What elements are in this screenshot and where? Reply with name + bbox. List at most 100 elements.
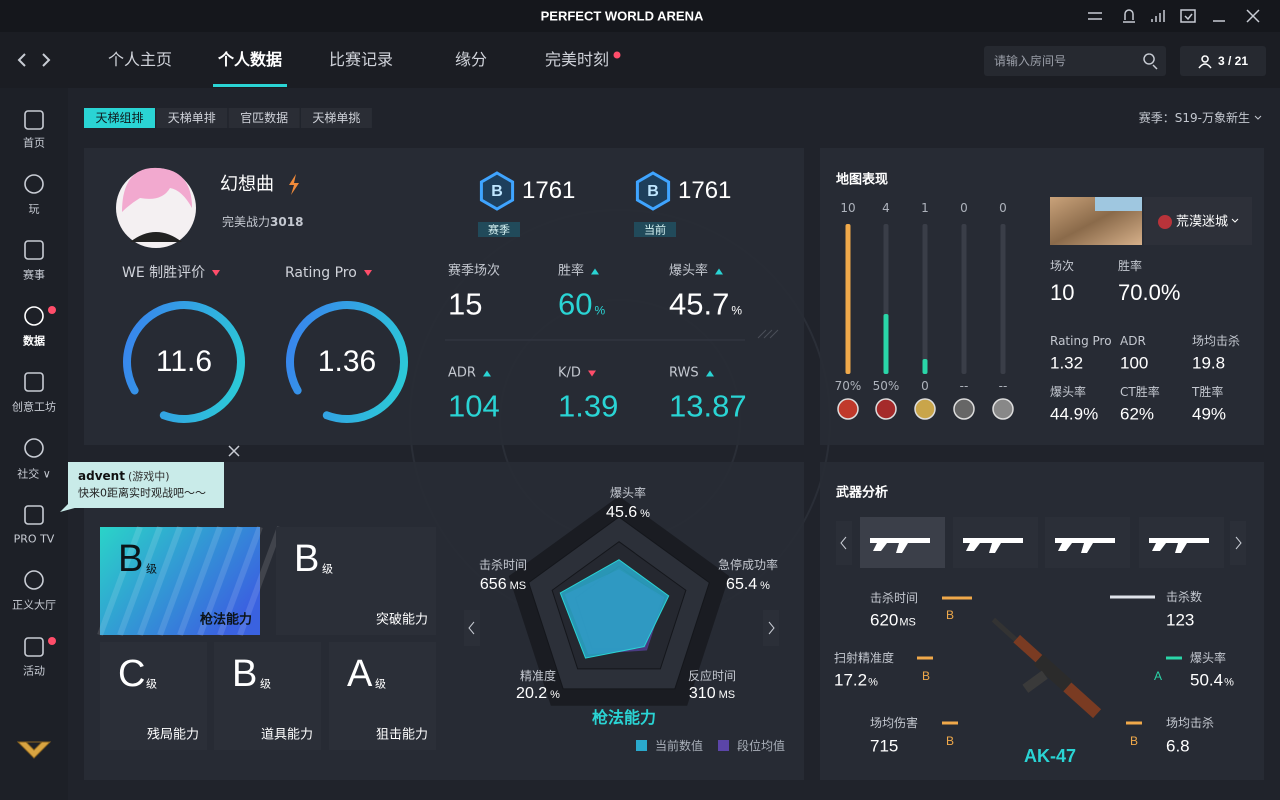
rank-label-box: 当前 <box>644 225 666 236</box>
nav-tab-box[interactable]: 个人主页 <box>108 52 172 68</box>
rank-score-box: 1761 <box>522 179 575 203</box>
rank-tier: B <box>647 183 659 200</box>
nav-tab[interactable]: 个人数据 <box>217 50 283 69</box>
weapon-stat-label: 扫射精准度 <box>834 651 895 665</box>
radar-label: 反应时间 <box>687 669 737 683</box>
map-stat-label-box: 爆头率 <box>1050 386 1086 398</box>
radar-value-num: 20.2 <box>516 685 548 702</box>
weapon-name-box: AK-47 <box>1024 747 1076 765</box>
card-stripe <box>157 525 203 637</box>
stat-unit: % <box>594 303 606 318</box>
window-icon <box>1123 9 1135 23</box>
radar-label-box: 反应时间 <box>688 670 736 682</box>
sidebar-label[interactable]: 活动 <box>23 664 45 678</box>
sidebar-label-box[interactable]: 社交 ∨ <box>17 469 51 480</box>
toast-message-box: 快来0距离实时观战吧～～ <box>78 488 206 499</box>
map-stat-label: 场均击杀 <box>1192 334 1241 348</box>
win-rate-box: 50% <box>873 380 900 392</box>
bolt-icon <box>289 174 299 195</box>
stat-bar <box>942 596 972 600</box>
radar-value-num: 65.4 <box>726 576 758 593</box>
map-stat-value: 62% <box>1120 404 1155 424</box>
ability-suffix: 级 <box>260 677 271 691</box>
trend-down <box>587 370 596 376</box>
team-icon <box>992 398 1014 420</box>
radar-label: 精准度 <box>519 669 557 683</box>
nav-tab-box[interactable]: 比赛记录 <box>329 52 393 68</box>
sidebar-label-box[interactable]: 首页 <box>23 138 45 149</box>
sidebar-label[interactable]: 正义大厅 <box>12 598 56 612</box>
win-rate-box: -- <box>999 380 1008 392</box>
sidebar-label-box[interactable]: 赛事 <box>23 270 45 281</box>
map-stat-label-box: 场次 <box>1050 260 1074 272</box>
rank-tier-box: B <box>491 184 503 200</box>
season-select-box[interactable]: 赛季：S19-万象新生 <box>1139 112 1250 124</box>
window-icon <box>1246 9 1260 23</box>
season-select[interactable]: 赛季：S19-万象新生 <box>1138 111 1250 125</box>
gauge-label: WE 制胜评价 <box>122 265 206 281</box>
carousel-arrow <box>836 521 852 565</box>
radar-label: 击杀时间 <box>478 558 528 572</box>
sidebar-label[interactable]: PRO TV <box>13 532 55 546</box>
sidebar-label-box[interactable]: 正义大厅 <box>12 600 56 611</box>
card-stripe <box>97 525 143 637</box>
trend-up <box>715 268 724 274</box>
sidebar-label-box[interactable]: 玩 <box>29 204 40 215</box>
sidebar-label[interactable]: 赛事 <box>23 268 45 282</box>
rank-tier: B <box>491 183 503 200</box>
gauge-title: Rating Pro <box>285 266 372 280</box>
map-stat-label-box: CT胜率 <box>1120 386 1160 398</box>
sidebar-label[interactable]: 创意工坊 <box>12 400 56 414</box>
subtab-box[interactable]: 天梯组排 <box>95 112 143 124</box>
toast <box>68 462 224 508</box>
subtab-box[interactable]: 官匹数据 <box>240 112 288 124</box>
subtab[interactable]: 天梯组排 <box>95 111 144 125</box>
rank-tier-box: B <box>647 184 659 200</box>
nav-tab-box[interactable]: 完美时刻 <box>545 52 609 68</box>
stat-bar <box>1166 656 1182 660</box>
weapon-grade-box: B <box>922 670 930 682</box>
sidebar-label-box[interactable]: 活动 <box>23 666 45 677</box>
nav-tab-box[interactable]: 个人数据 <box>218 52 282 68</box>
nav-tab[interactable]: 缘分 <box>454 50 488 69</box>
subtab-box[interactable]: 天梯单排 <box>168 112 216 124</box>
map-stat-label-box: 胜率 <box>1118 260 1142 272</box>
sidebar-label[interactable]: 玩 <box>28 202 40 216</box>
subtab[interactable]: 天梯单排 <box>167 111 216 125</box>
sidebar-label[interactable]: 首页 <box>23 136 45 150</box>
gauge-ring <box>122 300 245 423</box>
stat: 45.7% <box>669 289 742 320</box>
search-icon <box>1143 53 1158 70</box>
map-stat-value-box: 49% <box>1192 406 1226 423</box>
sidebar-label[interactable]: 社交 ∨ <box>17 467 51 481</box>
sidebar-label-box[interactable]: 创意工坊 <box>12 402 56 413</box>
games-count-box: 0 <box>999 202 1007 214</box>
map-name-box[interactable]: 荒漠迷城 <box>1176 216 1228 229</box>
radar-value-num: 310 <box>688 685 716 702</box>
nav-tab[interactable]: 完美时刻 <box>544 50 610 69</box>
panel-title: 武器分析 <box>836 485 889 501</box>
notify-dot <box>48 306 56 314</box>
sidebar-label-box[interactable]: 数据 <box>23 336 45 347</box>
weapon-grade: B <box>1129 734 1139 748</box>
avatar-body <box>130 232 182 242</box>
arrow <box>768 621 775 635</box>
gauge-value-box: 11.6 <box>156 347 212 377</box>
subtab[interactable]: 天梯单挑 <box>312 111 361 125</box>
subtab-box[interactable]: 天梯单挑 <box>312 112 360 124</box>
sidebar-label[interactable]: 数据 <box>23 334 45 348</box>
stat-title: K/D <box>558 367 596 380</box>
nav-tab[interactable]: 个人主页 <box>107 50 173 69</box>
map-stat-value: 1.32 <box>1050 353 1084 373</box>
nav-tab-box[interactable]: 缘分 <box>455 52 487 68</box>
map-name[interactable]: 荒漠迷城 <box>1176 214 1229 230</box>
ability-grade-box: B <box>118 540 143 578</box>
card-stripe <box>137 525 183 637</box>
weapon-stat-unit: % <box>868 676 878 689</box>
subtab[interactable]: 官匹数据 <box>240 111 289 125</box>
nav-tab[interactable]: 比赛记录 <box>328 50 394 69</box>
legend-swatch <box>636 740 647 751</box>
sidebar-label-box[interactable]: PRO TV <box>14 534 55 545</box>
ability-card <box>214 642 321 750</box>
